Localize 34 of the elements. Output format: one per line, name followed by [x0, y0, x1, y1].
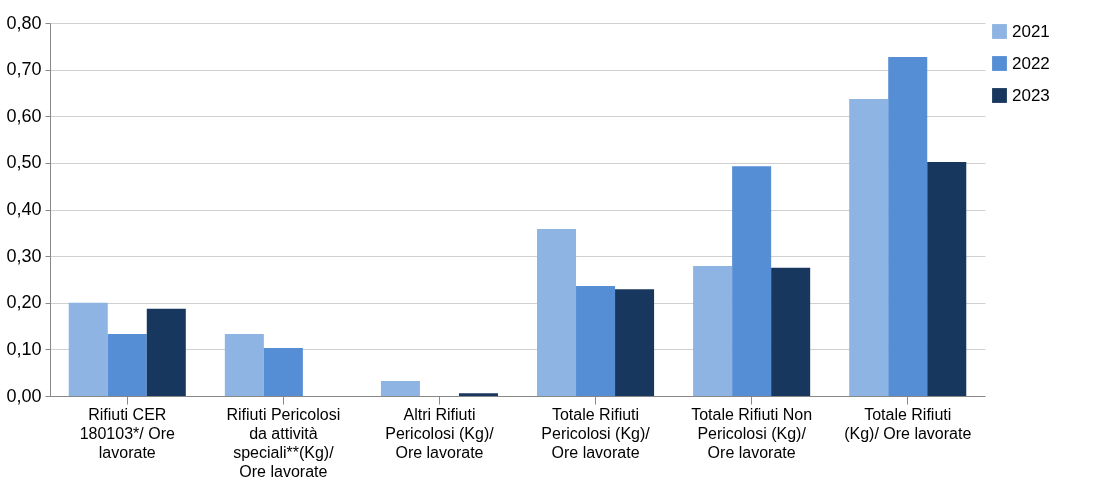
- bar: [927, 161, 967, 396]
- x-tick-label: Rifiuti CER 180103*/ Ore lavorate: [79, 405, 175, 461]
- x-tick-label: Altri Rifiuti Pericolosi (Kg)/ Ore lavorate: [385, 405, 495, 461]
- bar: [458, 393, 498, 396]
- bar: [771, 267, 811, 396]
- legend-label: 2022: [1012, 53, 1050, 73]
- y-tick-label: 0,80: [6, 12, 42, 33]
- bar: [576, 285, 616, 396]
- y-tick-label: 0,60: [6, 105, 42, 126]
- legend-label: 2021: [1012, 21, 1050, 41]
- legend-label: 2023: [1012, 85, 1050, 105]
- y-tick-label: 0,30: [6, 245, 42, 266]
- bar: [693, 265, 733, 396]
- y-tick-label: 0,70: [6, 59, 42, 80]
- x-tick-label: Totale Rifiuti Non Pericolosi (Kg)/ Ore lavorate: [691, 405, 813, 461]
- bar: [68, 302, 108, 396]
- bar: [107, 333, 147, 396]
- x-tick-label: Totale Rifiuti Pericolosi (Kg)/ Ore lavorate: [541, 405, 651, 461]
- bar: [537, 229, 577, 396]
- bar: [888, 57, 928, 396]
- bar: [263, 347, 303, 396]
- bar: [224, 333, 264, 396]
- x-tick-label: Rifiuti Pericolosi da attività speciali**(Kg)/ Ore lavorate: [226, 405, 341, 480]
- y-tick-label: 0,00: [6, 385, 42, 406]
- x-tick-label: Totale Rifiuti (Kg)/ Ore lavorate: [844, 405, 972, 442]
- bar: [849, 99, 889, 396]
- y-tick-label: 0,10: [6, 338, 42, 359]
- y-tick-label: 0,50: [6, 152, 42, 173]
- bar: [615, 289, 655, 396]
- bar: [146, 308, 186, 396]
- bar: [380, 381, 420, 396]
- y-tick-label: 0,20: [6, 292, 42, 313]
- bar: [732, 166, 772, 396]
- y-tick-label: 0,40: [6, 199, 42, 219]
